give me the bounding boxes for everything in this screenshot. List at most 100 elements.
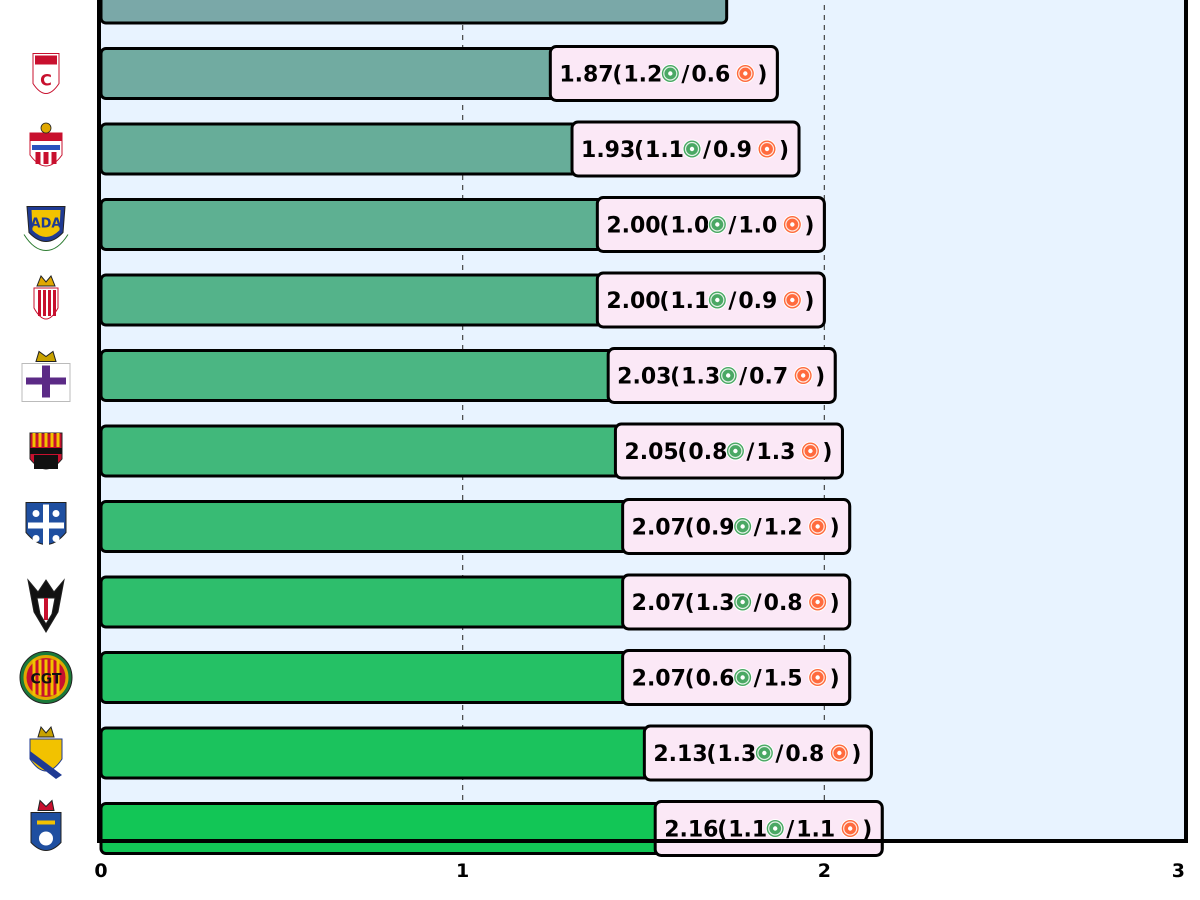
label-total: 1.87 [559,63,613,88]
tenerife-crest-icon [25,502,67,549]
label-total: 2.00 [606,289,660,314]
label-value-b: 0.9 [713,138,752,163]
label-value-a: 1.2 [623,63,662,88]
green-ball-icon [733,592,753,612]
label-total: 1.93 [581,138,635,163]
label-paren: ) [804,214,814,239]
label-value-a: 1.1 [645,138,684,163]
red-ball-icon [840,819,860,838]
data-label: 2.07(1.3 /0.8) [621,573,852,631]
red-ball-icon [782,215,802,234]
label-paren: ( [685,591,695,616]
reus-crest-icon [29,432,63,470]
data-label: 1.87(1.2 /0.6) [548,45,779,102]
label-value-a: 0.9 [696,516,735,541]
green-ball-icon [725,441,745,461]
data-label: 2.05(0.8 /1.3) [613,422,844,480]
granada-crest-icon: C [32,53,60,94]
label-value-b: 0.9 [738,289,777,314]
almeria-crest-icon [29,122,63,167]
label-paren: ) [815,365,825,390]
label-total: 2.07 [632,667,686,692]
label-slash: / [728,289,737,314]
label-paren: ( [659,289,669,314]
label-value-b: 1.2 [764,516,803,541]
data-label: 1.93(1.1 /0.9) [570,120,801,178]
label-value-a: 0.6 [696,667,735,692]
label-paren: ) [862,818,872,843]
red-ball-icon [800,441,820,461]
label-total: 2.07 [632,591,686,616]
label-paren: ( [612,63,622,88]
label-value-a: 1.3 [717,742,756,767]
alcorcon-crest-icon: ADA [23,206,69,252]
label-total: 2.16 [664,818,718,843]
data-label: 2.00(1.0/1.0) [595,196,826,253]
label-total: 2.07 [632,516,686,541]
svg-text:CGT: CGT [30,672,62,688]
label-value-b: 1.3 [756,440,795,465]
label-value-b: 0.7 [749,365,788,390]
label-value-a: 1.1 [728,818,767,843]
green-ball-icon [707,215,727,234]
red-ball-icon [808,517,828,536]
green-ball-icon [733,517,753,536]
data-label: 2.16(1.1/1.1) [653,800,884,857]
label-paren: ) [757,63,767,88]
label-paren: ( [717,818,727,843]
cadiz-crest-icon [29,725,63,779]
x-tick-label: 0 [94,860,107,882]
label-value-b: 0.6 [691,63,730,88]
label-value-b: 1.5 [764,667,803,692]
red-ball-icon [808,592,828,612]
label-total: 2.05 [624,440,678,465]
svg-text:C: C [40,71,52,90]
red-ball-icon [793,366,813,385]
label-value-a: 1.3 [696,591,735,616]
label-total: 2.03 [617,365,671,390]
red-ball-icon [782,290,802,310]
sporting-crest-icon [33,275,59,320]
green-ball-icon [765,819,785,838]
bars: 1.87(1.2/0.6)1.93(1.1/0.9)2.00(1.0/1.0)2… [99,0,884,857]
label-slash: / [703,138,712,163]
label-paren: ( [634,138,644,163]
x-tick-label: 1 [456,860,469,882]
label-paren: ( [685,667,695,692]
label-paren: ( [706,742,716,767]
deportivo-crest-icon [21,350,71,402]
data-label: 2.03(1.3 /0.7) [606,347,837,404]
x-tick-label: 3 [1172,860,1185,882]
label-slash: / [746,440,755,465]
nastic-crest-icon: CGT [19,651,73,704]
oviedo-crest-icon [30,799,62,851]
data-label: 2.07(0.6 /1.5) [621,649,852,706]
red-ball-icon [757,139,777,159]
label-slash: / [754,516,763,541]
data-label: 2.13(1.3 /0.8) [642,724,873,782]
label-slash: / [728,214,737,239]
label-value-b: 1.1 [796,818,835,843]
label-slash: / [775,742,784,767]
label-paren: ) [830,667,840,692]
label-paren: ( [685,516,695,541]
label-slash: / [754,667,763,692]
svg-text:ADA: ADA [31,217,62,232]
red-ball-icon [829,743,849,763]
bar [99,0,729,25]
label-slash: / [739,365,748,390]
label-paren: ( [659,214,669,239]
label-value-a: 1.1 [670,289,709,314]
label-paren: ) [830,591,840,616]
label-total: 2.13 [653,742,707,767]
plot-frame [97,0,1188,843]
label-total: 2.00 [606,214,660,239]
label-slash: / [754,591,763,616]
label-value-b: 0.8 [764,591,803,616]
data-label: 2.00(1.1 /0.9) [595,271,826,329]
label-paren: ) [779,138,789,163]
x-axis: 0 1 2 3 [94,860,1185,882]
label-paren: ( [670,365,680,390]
green-ball-icon [707,290,727,310]
